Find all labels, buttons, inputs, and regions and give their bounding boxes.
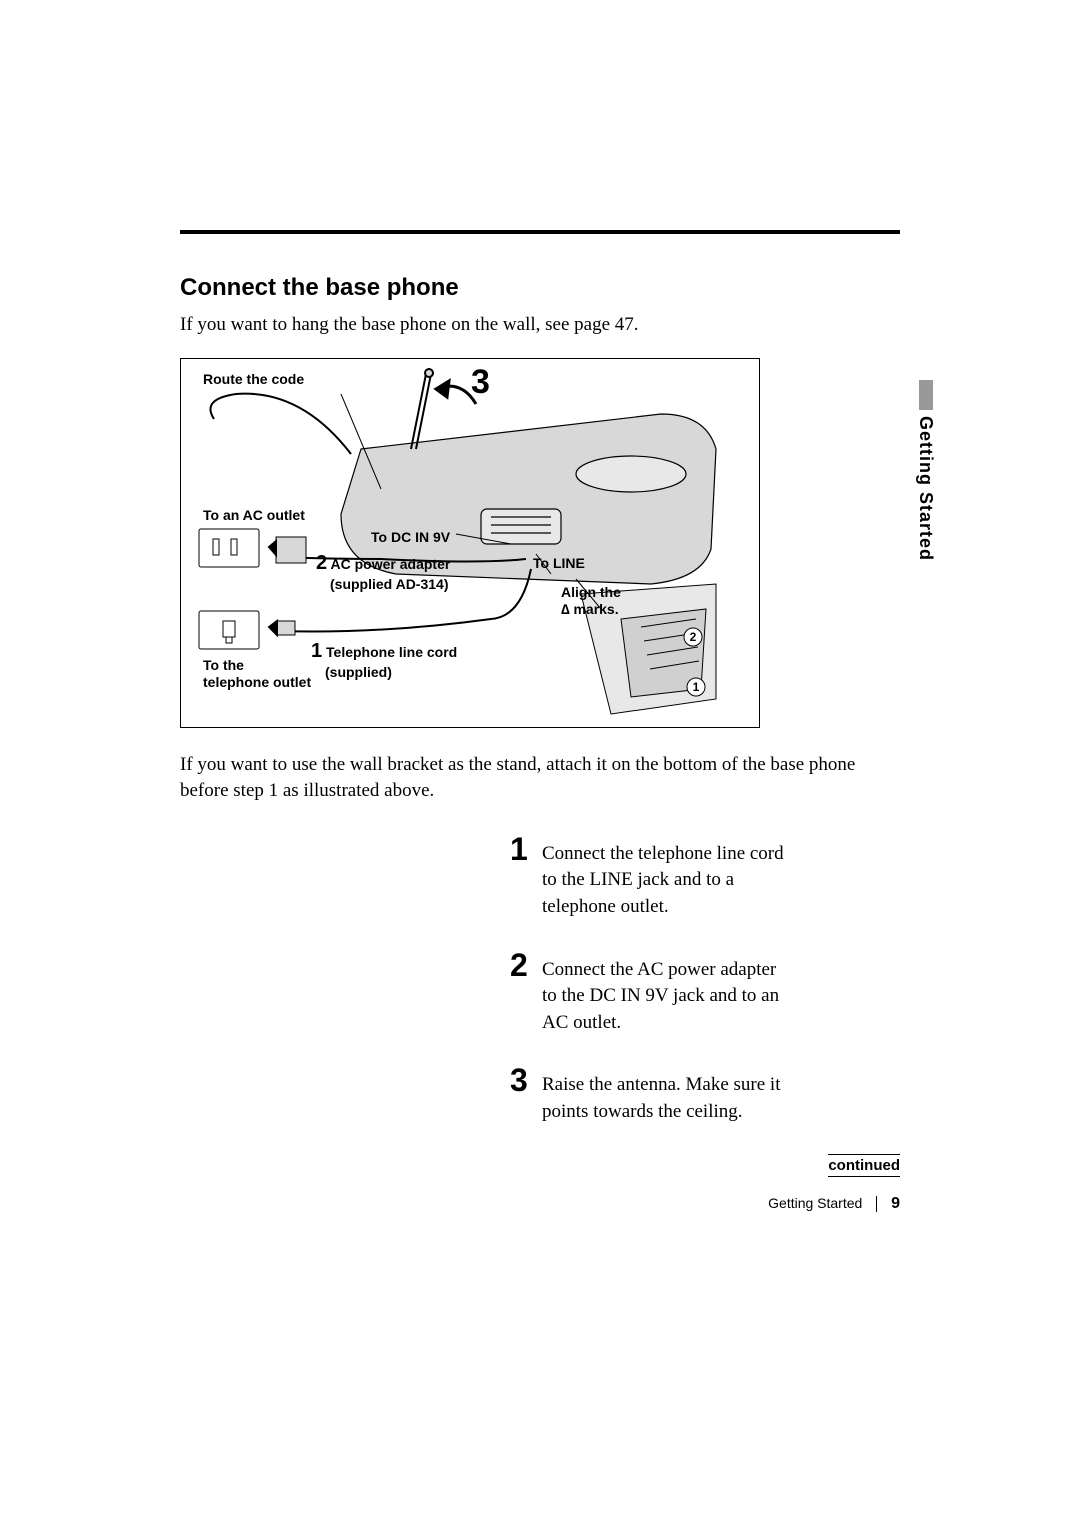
connection-diagram: 2 1	[180, 358, 760, 728]
label-align-2: ∆ marks.	[561, 601, 619, 617]
step-2: 2 Connect the AC power adapter to the DC…	[510, 949, 790, 1037]
side-tab: Getting Started	[915, 380, 945, 560]
bracket-paragraph: If you want to use the wall bracket as t…	[180, 752, 900, 805]
step-text-3: Raise the antenna. Make sure it points t…	[542, 1064, 790, 1125]
circle-1: 1	[693, 680, 700, 694]
label-telcord-1: Telephone line cord	[326, 644, 457, 660]
label-teloutlet-2: telephone outlet	[203, 674, 311, 690]
label-route-code: Route the code	[203, 371, 304, 389]
footer-section: Getting Started	[768, 1195, 862, 1211]
label-adapter-1: AC power adapter	[331, 556, 451, 572]
label-telcord-2: (supplied)	[325, 664, 392, 680]
circle-2: 2	[690, 630, 697, 644]
label-to-line: To LINE	[533, 555, 585, 573]
label-align-1: Align the	[561, 584, 621, 600]
step-num-1: 1	[510, 833, 534, 865]
step-3: 3 Raise the antenna. Make sure it points…	[510, 1064, 790, 1125]
footer-page: 9	[891, 1195, 900, 1212]
step-text-1: Connect the telephone line cord to the L…	[542, 833, 790, 921]
page-footer: Getting Started 9	[180, 1195, 900, 1213]
step-1: 1 Connect the telephone line cord to the…	[510, 833, 790, 921]
continued-label: continued	[828, 1154, 900, 1177]
label-dc-in: To DC IN 9V	[371, 529, 450, 547]
step-num-3: 3	[510, 1064, 534, 1096]
side-tab-text: Getting Started	[915, 416, 936, 561]
label-big-3: 3	[471, 363, 490, 402]
label-teloutlet-1: To the	[203, 657, 244, 673]
side-tab-bar	[919, 380, 933, 410]
diagram-num-1: 1	[311, 640, 322, 662]
step-text-2: Connect the AC power adapter to the DC I…	[542, 949, 790, 1037]
diagram-num-2: 2	[316, 552, 327, 574]
continued-wrap: continued	[180, 1154, 900, 1177]
step-num-2: 2	[510, 949, 534, 981]
top-rule	[180, 230, 900, 234]
heading-connect: Connect the base phone	[180, 274, 900, 302]
label-adapter-2: (supplied AD-314)	[330, 576, 449, 592]
steps-list: 1 Connect the telephone line cord to the…	[510, 833, 790, 1126]
footer-sep	[876, 1196, 877, 1212]
label-ac-outlet: To an AC outlet	[203, 507, 305, 525]
intro-text: If you want to hang the base phone on th…	[180, 312, 900, 338]
